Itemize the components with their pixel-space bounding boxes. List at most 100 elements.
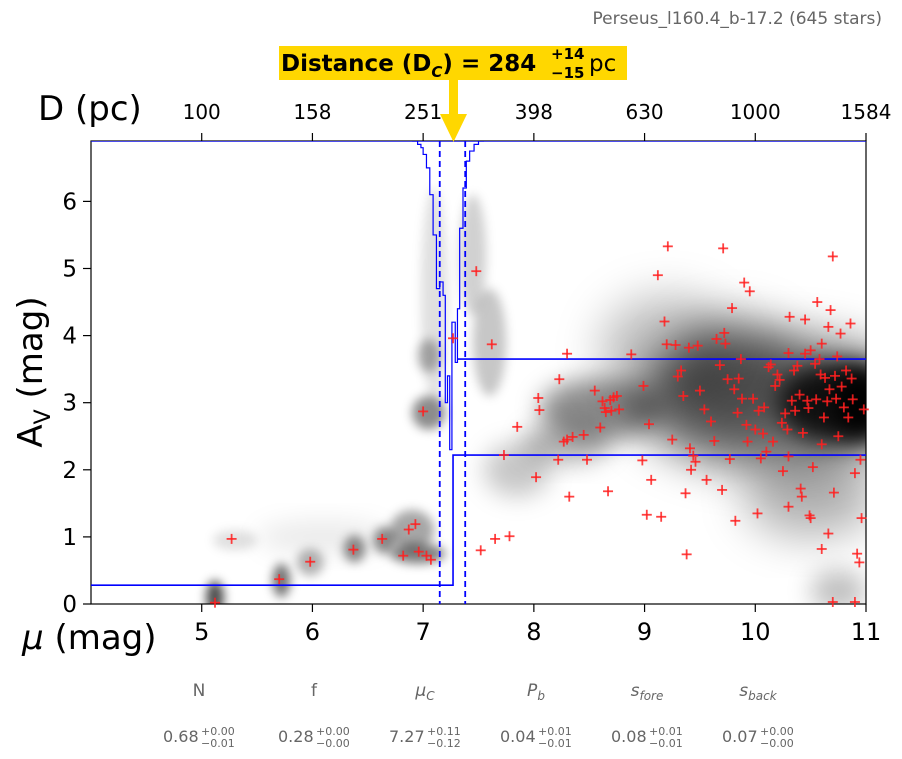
star-point — [553, 454, 564, 465]
star-point — [816, 543, 827, 554]
star-point — [858, 404, 869, 415]
star-point — [836, 381, 847, 392]
star-point — [531, 472, 542, 483]
star-point — [504, 531, 515, 542]
region-label: Perseus_l160.4_b-17.2 (645 stars) — [592, 9, 882, 29]
star-point — [670, 339, 681, 350]
x-tick-label: 5 — [194, 618, 209, 646]
param-value: 0.08 — [611, 727, 647, 746]
star-point — [659, 316, 670, 327]
star-point — [410, 519, 421, 530]
x-axis-label: μ (mag) — [21, 618, 157, 658]
star-point — [805, 513, 816, 524]
param-name: sback — [739, 681, 777, 703]
star-point — [852, 548, 863, 559]
star-point — [498, 450, 509, 461]
y-tick-label: 5 — [62, 256, 77, 282]
y-tick-label: 2 — [62, 458, 77, 484]
star-point — [833, 431, 844, 442]
distance-banner: Distance (DC) = 284 +14 −15 pc — [279, 45, 627, 142]
star-point — [724, 454, 735, 465]
star-point — [765, 359, 776, 370]
top-tick-label: 251 — [404, 100, 442, 124]
star-point — [305, 556, 316, 567]
star-point — [626, 349, 637, 360]
star-point — [637, 455, 648, 466]
star-point — [597, 396, 608, 407]
star-point — [567, 431, 578, 442]
star-point — [413, 546, 424, 557]
star-point — [562, 348, 573, 359]
x-tick-label: 9 — [637, 618, 652, 646]
star-point — [714, 360, 725, 371]
param-lower-error: −0.00 — [760, 737, 794, 750]
star-point — [418, 406, 429, 417]
star-point — [795, 483, 806, 494]
star-point — [641, 509, 652, 520]
star-point — [490, 533, 501, 544]
y-tick-label: 0 — [62, 592, 77, 618]
star-point — [774, 374, 785, 385]
param-value: 0.68 — [163, 727, 199, 746]
star-point — [794, 389, 805, 400]
star-point — [753, 405, 764, 416]
star-point — [772, 369, 783, 380]
star-point — [611, 390, 622, 401]
star-point — [803, 403, 814, 414]
top-tick-label: 1000 — [730, 100, 781, 124]
star-point — [718, 243, 729, 254]
star-point — [512, 421, 523, 432]
param-value: 0.04 — [500, 727, 536, 746]
star-point — [711, 333, 722, 344]
star-point — [661, 339, 672, 350]
x-tick-label: 10 — [740, 618, 771, 646]
star-point — [845, 318, 856, 329]
star-point — [683, 342, 694, 353]
star-point — [709, 435, 720, 446]
star-point — [210, 597, 220, 608]
star-point — [797, 427, 808, 438]
distance-upper-error: +14 — [551, 45, 584, 63]
star-point — [755, 453, 766, 464]
star-point — [847, 394, 858, 405]
star-point — [770, 380, 781, 391]
param-lower-error: −0.01 — [201, 737, 235, 750]
star-point — [646, 474, 657, 485]
star-point — [672, 371, 683, 382]
star-point — [699, 404, 710, 415]
star-points — [210, 241, 869, 608]
star-point — [690, 456, 701, 467]
star-point — [688, 450, 699, 461]
star-point — [812, 297, 823, 308]
star-point — [776, 417, 787, 428]
star-point — [768, 436, 778, 447]
star-point — [676, 365, 687, 376]
star-point — [823, 528, 834, 539]
x-tick-label: 7 — [416, 618, 431, 646]
param-lower-error: −0.00 — [316, 737, 350, 750]
param-upper-error: +0.00 — [760, 725, 794, 738]
star-point — [486, 339, 497, 350]
star-point — [600, 407, 611, 418]
star-point — [832, 351, 843, 362]
star-point — [786, 395, 797, 406]
star-point — [534, 405, 545, 416]
star-point — [843, 412, 854, 423]
star-point — [733, 373, 744, 384]
star-point — [811, 394, 822, 405]
distance-banner-background — [279, 46, 627, 80]
top-axis-label: D (pc) — [38, 89, 142, 129]
star-point — [595, 422, 606, 433]
star-point — [719, 327, 730, 338]
star-point — [562, 434, 573, 445]
star-point — [614, 404, 625, 415]
star-point — [448, 333, 459, 344]
star-point — [656, 511, 667, 522]
top-tick-label: 398 — [515, 100, 553, 124]
star-point — [820, 372, 831, 383]
star-point — [582, 454, 592, 465]
star-point — [722, 374, 733, 385]
param-value: 0.28 — [278, 727, 314, 746]
distance-banner-text: Distance (DC) = 284 — [281, 51, 536, 81]
star-point — [841, 365, 852, 376]
